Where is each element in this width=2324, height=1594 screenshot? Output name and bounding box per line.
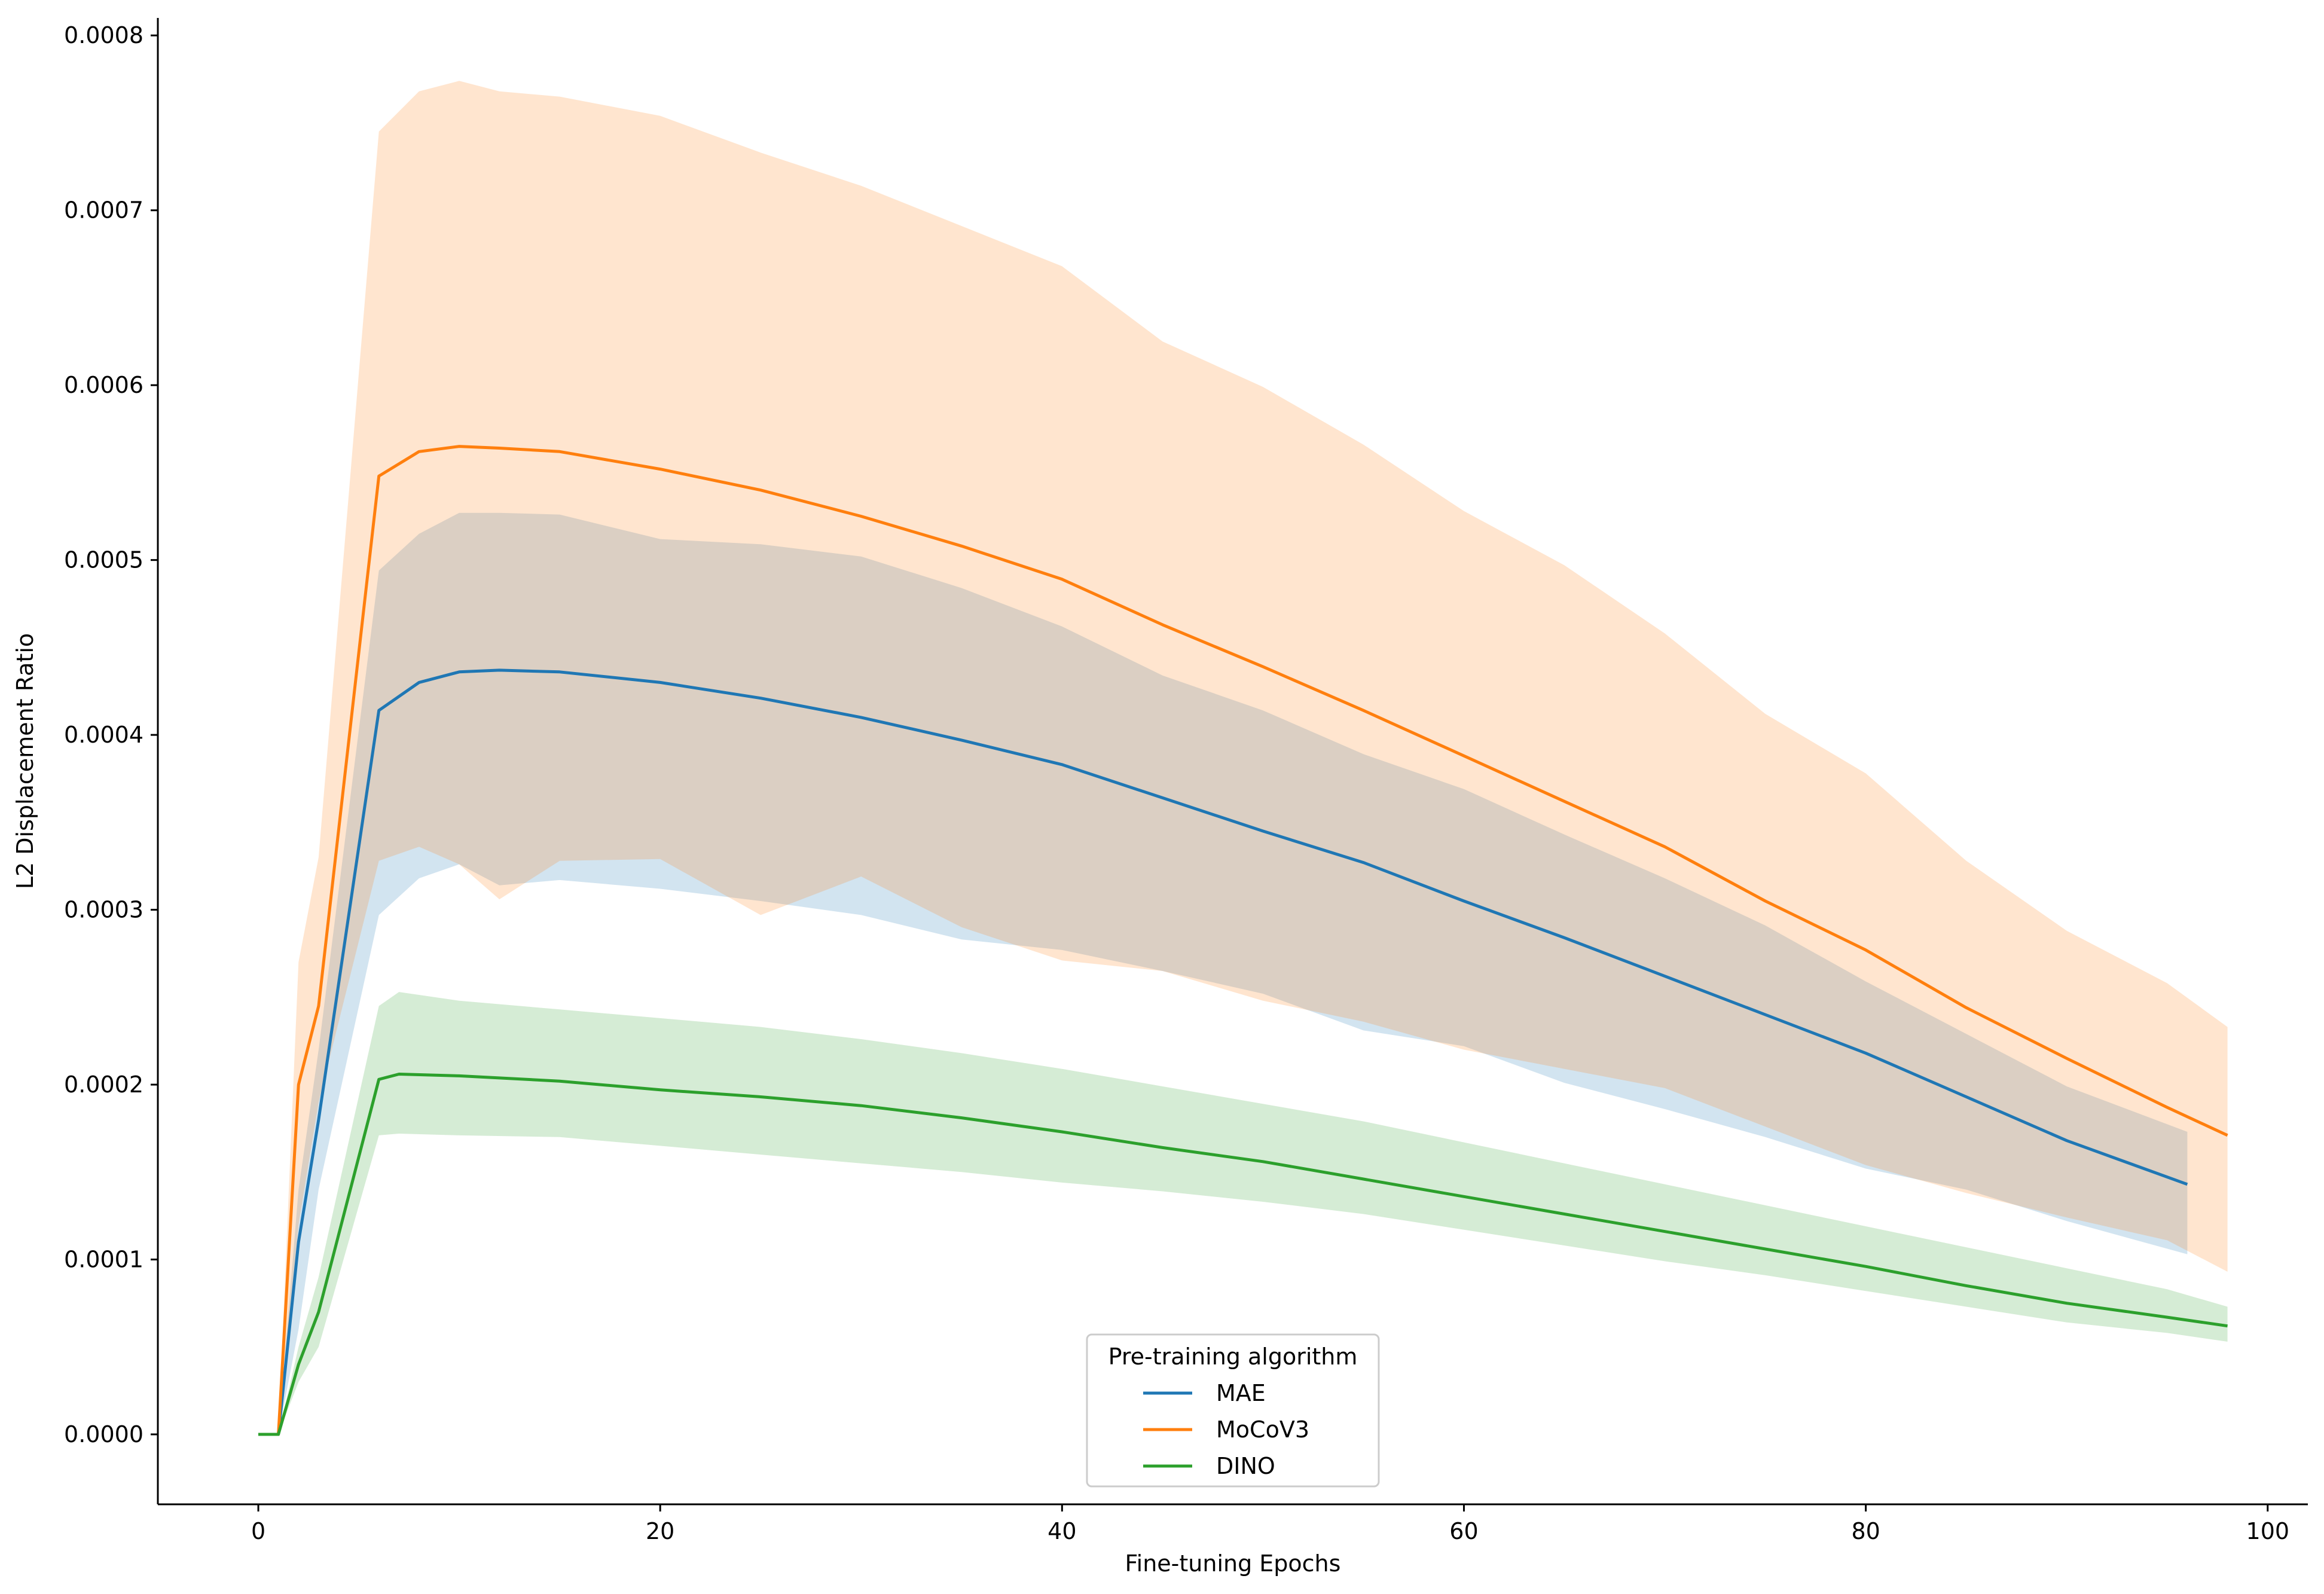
y-tick-label: 0.0005 xyxy=(64,547,143,573)
line-mae xyxy=(258,668,2188,1436)
x-tick-label: 0 xyxy=(251,1518,265,1544)
y-tick-label: 0.0006 xyxy=(64,372,143,398)
band-dino xyxy=(258,992,2228,1434)
y-tick-label: 0.0004 xyxy=(64,722,143,748)
band-mae xyxy=(258,512,2188,1435)
y-tick-label: 0.0003 xyxy=(64,897,143,923)
y-tick-label: 0.0000 xyxy=(64,1421,143,1448)
legend-label-dino: DINO xyxy=(1216,1453,1275,1479)
y-tick-label: 0.0007 xyxy=(64,197,143,224)
x-tick-label: 80 xyxy=(1851,1518,1880,1544)
y-axis-label: L2 Displacement Ratio xyxy=(12,633,38,889)
x-tick-label: 100 xyxy=(2246,1518,2290,1544)
legend: Pre-training algorithm MAE MoCoV3 DINO xyxy=(1086,1333,1380,1488)
band-mocov3 xyxy=(258,81,2228,1434)
legend-label-mae: MAE xyxy=(1216,1380,1266,1406)
series-lines xyxy=(258,445,2228,1436)
legend-label-mocov3: MoCoV3 xyxy=(1216,1416,1309,1443)
legend-frame xyxy=(1086,1333,1380,1488)
y-tick-label: 0.0001 xyxy=(64,1247,143,1273)
y-tick-label: 0.0002 xyxy=(64,1071,143,1098)
confidence-bands xyxy=(258,81,2228,1435)
line-dino xyxy=(258,1073,2228,1436)
axes xyxy=(157,18,2308,1506)
y-ticks: 0.0000 0.0001 0.0002 0.0003 0.0004 0.0005 0.00… xyxy=(64,22,158,1448)
x-tick-label: 20 xyxy=(646,1518,674,1544)
x-ticks: 0 20 40 60 80 100 xyxy=(251,1504,2289,1544)
x-tick-label: 40 xyxy=(1048,1518,1076,1544)
x-tick-label: 60 xyxy=(1449,1518,1478,1544)
legend-title: Pre-training algorithm xyxy=(1108,1343,1358,1370)
x-axis-label: Fine-tuning Epochs xyxy=(1125,1550,1341,1577)
y-tick-label: 0.0008 xyxy=(64,22,143,48)
line-mocov3 xyxy=(258,445,2228,1436)
